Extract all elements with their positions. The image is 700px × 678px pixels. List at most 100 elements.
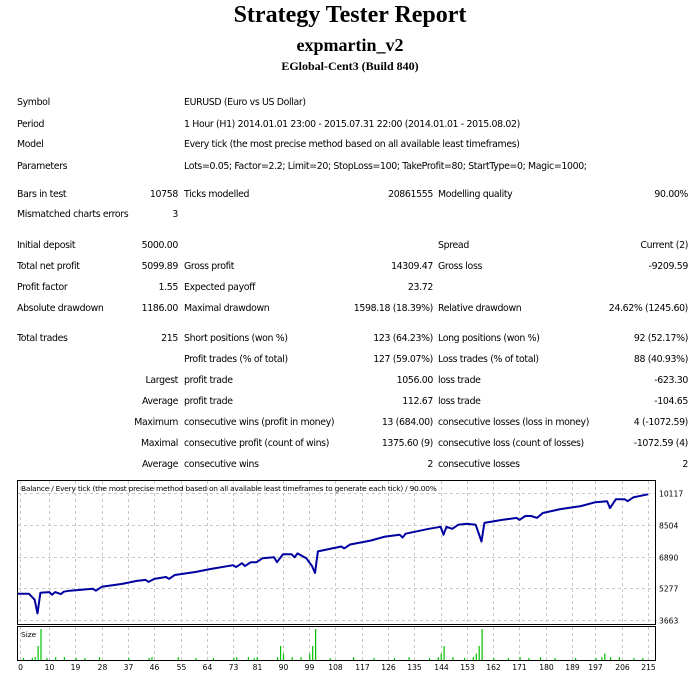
stat-label: Bars in test <box>17 189 67 200</box>
y-tick-label: 10117 <box>659 490 683 499</box>
size-bar <box>236 657 238 660</box>
x-tick-label: 64 <box>203 663 213 672</box>
size-bar <box>75 658 77 660</box>
stat-value: -9209.59 <box>648 261 689 272</box>
size-bar <box>40 629 42 660</box>
stat-value: Maximum <box>134 417 178 428</box>
stat-label: consecutive profit (count of wins) <box>184 438 330 449</box>
stat-value: 13 (684.00) <box>381 417 434 428</box>
chart-title: Balance / Every tick (the most precise m… <box>21 484 437 493</box>
size-bar <box>610 657 612 660</box>
x-tick-label: 10 <box>45 663 55 672</box>
x-tick-label: 37 <box>124 663 134 672</box>
stat-value: 4 (-1072.59) <box>633 417 689 428</box>
stat-label: Long positions (won %) <box>438 333 540 344</box>
stat-label: Expected payoff <box>184 282 256 293</box>
stat-value: 127 (59.07%) <box>373 354 433 365</box>
x-tick-label: 90 <box>279 663 289 672</box>
size-panel <box>17 626 656 661</box>
size-bar <box>148 658 150 660</box>
x-tick-label: 162 <box>486 663 501 672</box>
x-tick-label: 206 <box>615 663 630 672</box>
stat-label: consecutive losses (loss in money) <box>438 417 590 428</box>
stat-value: 215 <box>161 333 178 344</box>
stat-label: Total net profit <box>17 261 80 272</box>
size-bar <box>575 658 577 660</box>
stat-label: Absolute drawdown <box>17 303 104 314</box>
stat-value: -1072.59 (4) <box>633 438 689 449</box>
info-label: Model <box>17 139 44 150</box>
info-value: EURUSD (Euro vs US Dollar) <box>184 97 306 108</box>
size-bar <box>428 658 431 660</box>
size-bar <box>55 657 57 660</box>
x-tick-label: 180 <box>539 663 554 672</box>
size-bar <box>373 658 375 660</box>
size-bar <box>481 629 483 660</box>
stat-label: Profit factor <box>17 282 68 293</box>
size-bar <box>618 657 620 660</box>
x-tick-label: 126 <box>381 663 396 672</box>
x-tick-label: 73 <box>229 663 239 672</box>
stat-value: 90.00% <box>654 189 688 200</box>
size-bar <box>247 657 249 660</box>
info-value: Lots=0.05; Factor=2.2; Limit=20; StopLos… <box>184 161 587 172</box>
size-bar <box>300 657 302 660</box>
stat-label: Modelling quality <box>438 189 513 200</box>
size-bar <box>177 657 179 660</box>
stat-label: Initial deposit <box>17 240 76 251</box>
size-bar <box>312 646 314 660</box>
size-bar <box>34 657 36 660</box>
size-bar <box>475 653 477 660</box>
stat-value: 1375.60 (9) <box>381 438 434 449</box>
stat-value: -104.65 <box>654 396 688 407</box>
x-tick-label: 135 <box>407 663 422 672</box>
stat-value: 10758 <box>149 189 178 200</box>
size-bar <box>452 657 454 660</box>
size-bar <box>539 657 542 660</box>
stat-value: 123 (64.23%) <box>373 333 433 344</box>
y-tick-label: 3663 <box>659 617 678 626</box>
stat-value: Current (2) <box>640 240 688 251</box>
stat-label: profit trade <box>184 375 233 386</box>
x-tick-label: 55 <box>177 663 187 672</box>
stat-value: 92 (52.17%) <box>633 333 688 344</box>
stat-value: 3 <box>172 209 178 220</box>
stat-label: Ticks modelled <box>184 189 250 200</box>
stat-label: loss trade <box>438 396 481 407</box>
stat-label: consecutive wins <box>184 459 259 470</box>
x-tick-label: 153 <box>460 663 475 672</box>
expert-name: expmartin_v2 <box>296 35 404 55</box>
stat-label: Gross loss <box>438 261 483 272</box>
stat-label: Maximal drawdown <box>184 303 270 314</box>
info-label: Period <box>17 119 45 130</box>
size-label: Size <box>21 630 37 639</box>
report-title: Strategy Tester Report <box>233 2 467 28</box>
server-build: EGlobal-Cent3 (Build 840) <box>281 59 419 73</box>
size-bar <box>642 658 644 660</box>
x-tick-label: 19 <box>71 663 81 672</box>
size-bar <box>233 658 235 660</box>
x-tick-label: 81 <box>253 663 263 672</box>
size-bar <box>443 646 445 660</box>
stat-label: loss trade <box>438 375 481 386</box>
x-tick-label: 171 <box>512 663 527 672</box>
balance-panel <box>17 480 656 625</box>
size-bar <box>256 657 258 660</box>
stat-value: 23.72 <box>407 282 433 293</box>
stat-label: consecutive wins (profit in money) <box>184 417 335 428</box>
size-bar <box>604 653 606 660</box>
stat-label: Short positions (won %) <box>184 333 288 344</box>
size-bar <box>309 653 311 660</box>
y-tick-label: 5277 <box>659 585 678 594</box>
size-bar <box>493 658 495 660</box>
size-bar <box>282 653 285 660</box>
size-bar <box>46 658 48 660</box>
size-bar <box>277 657 279 660</box>
x-tick-label: 189 <box>565 663 580 672</box>
stat-label: Mismatched charts errors <box>17 209 129 220</box>
size-bar <box>63 657 65 660</box>
size-bar <box>633 658 635 660</box>
size-bar <box>212 658 214 660</box>
stat-label: Loss trades (% of total) <box>438 354 539 365</box>
